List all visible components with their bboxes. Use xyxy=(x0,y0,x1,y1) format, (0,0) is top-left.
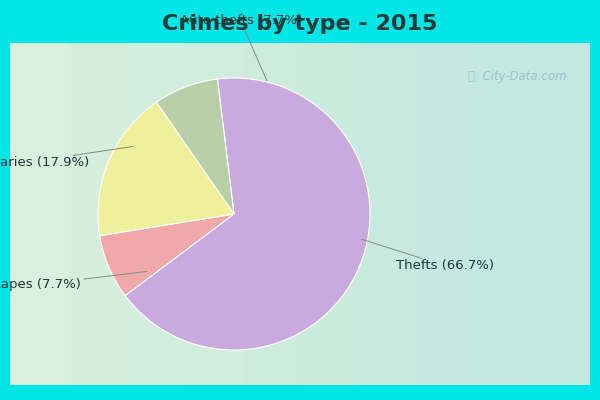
Wedge shape xyxy=(125,78,370,350)
Wedge shape xyxy=(98,102,234,236)
Wedge shape xyxy=(100,214,234,296)
Text: Auto thefts (7.7%): Auto thefts (7.7%) xyxy=(180,14,302,81)
Text: Burglaries (17.9%): Burglaries (17.9%) xyxy=(0,146,133,169)
Text: Thefts (66.7%): Thefts (66.7%) xyxy=(362,239,494,272)
Text: Rapes (7.7%): Rapes (7.7%) xyxy=(0,272,147,291)
Text: ⓘ  City-Data.com: ⓘ City-Data.com xyxy=(468,70,566,83)
Text: Crimes by type - 2015: Crimes by type - 2015 xyxy=(163,14,437,34)
Wedge shape xyxy=(157,79,234,214)
